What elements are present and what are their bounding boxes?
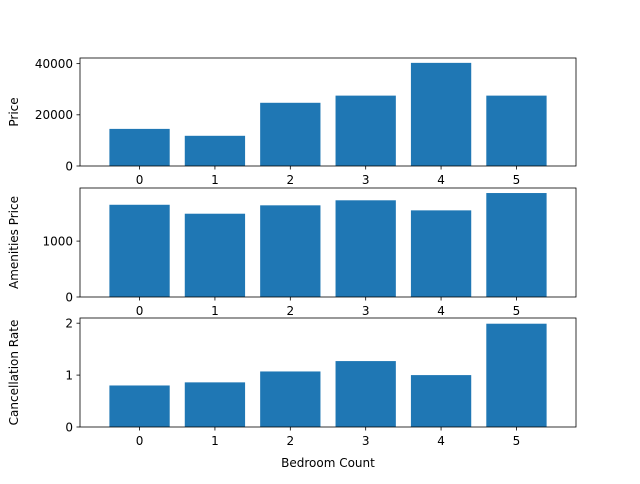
y-axis-label-panel2: Amenities Price [7,196,21,289]
bar-panel3-2 [260,371,321,427]
axes-frame-panel1 [79,57,577,167]
y-axis-label-panel3: Cancellation Rate [7,320,21,426]
x-tick-label-panel1-2: 2 [286,173,294,187]
x-tick-label-panel2-3: 3 [362,304,370,318]
x-tick-label-panel1-4: 4 [437,173,445,187]
y-tick-label-panel3-2: 2 [65,316,73,330]
bar-panel3-3 [335,361,396,427]
bar-panel2-4 [410,210,472,297]
bar-panel3-1 [184,382,246,427]
x-tick-label-panel1-3: 3 [362,173,370,187]
bar-panel1-0 [109,128,170,166]
x-axis-label-panel3: Bedroom Count [281,456,375,470]
x-tick-label-panel3-1: 1 [211,434,219,448]
x-tick-label-panel3-5: 5 [513,434,521,448]
bar-panel3-4 [410,375,472,427]
x-tick-label-panel2-5: 5 [513,304,521,318]
bar-panel1-1 [184,135,246,166]
bar-panel3-5 [486,323,547,427]
y-tick-label-panel1-0: 0 [65,159,73,173]
x-tick-label-panel2-4: 4 [437,304,445,318]
x-tick-label-panel1-1: 1 [211,173,219,187]
bar-panel1-3 [335,95,396,166]
x-tick-label-panel3-3: 3 [362,434,370,448]
axes-frame-panel3 [79,317,577,428]
y-tick-label-panel1-2: 40000 [35,57,73,71]
y-tick-label-panel3-0: 0 [65,420,73,434]
x-tick-label-panel3-4: 4 [437,434,445,448]
y-tick-label-panel2-1: 1000 [42,234,73,248]
y-tick-label-panel3-1: 1 [65,368,73,382]
x-tick-label-panel3-0: 0 [136,434,144,448]
x-tick-label-panel1-5: 5 [513,173,521,187]
x-tick-label-panel3-2: 2 [286,434,294,448]
bar-panel2-5 [486,193,547,297]
axes-frame-panel2 [79,187,577,298]
bar-panel2-1 [184,213,246,297]
bar-panel2-3 [335,200,396,297]
bar-panel1-2 [260,102,321,166]
bar-panel1-4 [410,62,472,166]
x-tick-label-panel2-2: 2 [286,304,294,318]
y-tick-label-panel1-1: 20000 [35,108,73,122]
bar-panel3-0 [109,385,170,427]
x-tick-label-panel2-0: 0 [136,304,144,318]
bar-panel2-0 [109,204,170,297]
bar-panel1-5 [486,95,547,166]
x-tick-label-panel2-1: 1 [211,304,219,318]
x-tick-label-panel1-0: 0 [136,173,144,187]
y-tick-label-panel2-0: 0 [65,290,73,304]
bar-panel2-2 [260,205,321,297]
y-axis-label-panel1: Price [7,97,21,126]
